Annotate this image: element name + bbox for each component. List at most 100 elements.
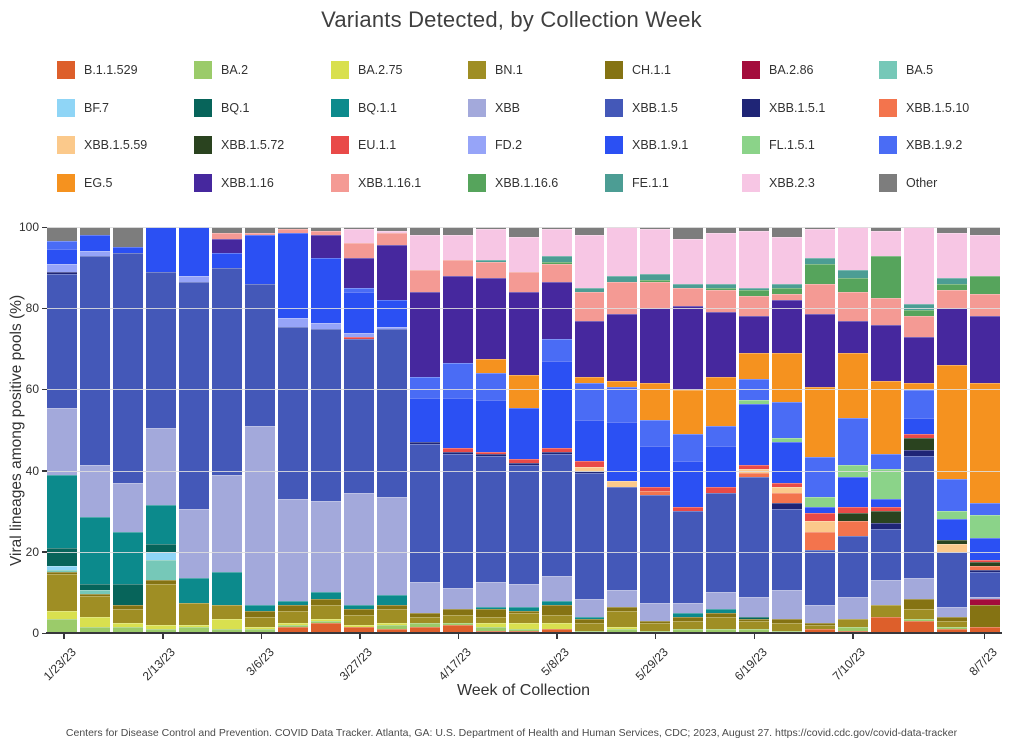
bar-segment[interactable] (904, 620, 935, 633)
bar-segment[interactable] (475, 452, 506, 455)
bar-segment[interactable] (47, 263, 77, 272)
bar-segment[interactable] (376, 628, 407, 633)
bar-segment[interactable] (310, 328, 341, 502)
bar-segment[interactable] (838, 464, 869, 477)
bar-segment[interactable] (376, 326, 407, 329)
bar-column[interactable] (112, 227, 143, 633)
bar-segment[interactable] (442, 275, 473, 364)
bar-segment[interactable] (904, 304, 935, 311)
bar-segment[interactable] (640, 490, 671, 496)
bar-segment[interactable] (739, 618, 770, 621)
bar-segment[interactable] (772, 590, 803, 619)
bar-segment[interactable] (838, 513, 869, 522)
bar-segment[interactable] (904, 618, 935, 621)
bar-segment[interactable] (838, 320, 869, 353)
bar-segment[interactable] (79, 464, 110, 518)
bar-segment[interactable] (937, 290, 968, 309)
bar-segment[interactable] (673, 511, 704, 603)
bar-segment[interactable] (409, 235, 440, 270)
bar-segment[interactable] (937, 365, 968, 479)
bar-segment[interactable] (871, 499, 902, 508)
bar-segment[interactable] (277, 318, 308, 327)
bar-segment[interactable] (937, 628, 968, 633)
bar-column[interactable] (574, 227, 605, 633)
bar-segment[interactable] (904, 608, 935, 619)
bar-segment[interactable] (607, 275, 638, 282)
bar-segment[interactable] (79, 517, 110, 585)
legend-item-xbb-1-9-2[interactable]: XBB.1.9.2 (879, 136, 1016, 154)
bar-column[interactable] (409, 227, 440, 633)
bar-segment[interactable] (904, 578, 935, 599)
bar-segment[interactable] (343, 336, 374, 339)
bar-segment[interactable] (475, 630, 506, 633)
bar-segment[interactable] (376, 245, 407, 301)
legend-item-xbb-1-16-1[interactable]: XBB.1.16.1 (331, 173, 468, 192)
bar-segment[interactable] (739, 476, 770, 597)
bar-segment[interactable] (739, 316, 770, 353)
bar-segment[interactable] (574, 377, 605, 384)
bar-segment[interactable] (178, 578, 209, 603)
bar-segment[interactable] (178, 626, 209, 633)
bar-segment[interactable] (805, 314, 836, 388)
bar-segment[interactable] (838, 417, 869, 465)
bar-segment[interactable] (574, 320, 605, 378)
bar-segment[interactable] (640, 279, 671, 282)
bar-segment[interactable] (244, 283, 275, 427)
legend-item-xbb-1-9-1[interactable]: XBB.1.9.1 (605, 136, 742, 154)
bar-segment[interactable] (145, 227, 176, 272)
bar-segment[interactable] (607, 626, 638, 629)
bar-segment[interactable] (805, 531, 836, 550)
bar-segment[interactable] (541, 600, 572, 605)
bar-segment[interactable] (739, 596, 770, 617)
bar-segment[interactable] (772, 442, 803, 483)
bar-segment[interactable] (706, 446, 737, 487)
bar-segment[interactable] (904, 434, 935, 439)
bar-segment[interactable] (706, 227, 737, 234)
bar-segment[interactable] (508, 271, 539, 293)
bar-segment[interactable] (706, 426, 737, 447)
bar-segment[interactable] (739, 464, 770, 469)
bar-segment[interactable] (574, 470, 605, 473)
bar-segment[interactable] (112, 482, 143, 532)
bar-segment[interactable] (145, 580, 176, 585)
bar-column[interactable] (607, 227, 638, 633)
bar-segment[interactable] (178, 509, 209, 579)
bar-segment[interactable] (937, 519, 968, 540)
bar-segment[interactable] (541, 604, 572, 615)
bar-segment[interactable] (805, 513, 836, 522)
bar-segment[interactable] (508, 622, 539, 629)
bar-segment[interactable] (442, 454, 473, 589)
bar-segment[interactable] (277, 499, 308, 601)
bar-segment[interactable] (277, 610, 308, 623)
bar-segment[interactable] (772, 486, 803, 494)
bar-segment[interactable] (277, 604, 308, 611)
bar-column[interactable] (508, 227, 539, 633)
bar-segment[interactable] (508, 584, 539, 607)
bar-segment[interactable] (343, 288, 374, 293)
bar-segment[interactable] (574, 292, 605, 321)
bar-segment[interactable] (343, 229, 374, 244)
bar-segment[interactable] (574, 288, 605, 293)
bar-segment[interactable] (79, 251, 110, 256)
bar-segment[interactable] (574, 616, 605, 619)
bar-segment[interactable] (47, 610, 77, 619)
bar-segment[interactable] (277, 233, 308, 319)
bar-segment[interactable] (541, 281, 572, 339)
bar-segment[interactable] (871, 231, 902, 256)
bar-segment[interactable] (343, 292, 374, 333)
bar-column[interactable] (838, 227, 869, 633)
bar-segment[interactable] (310, 604, 341, 619)
legend-item-eu-1-1[interactable]: EU.1.1 (331, 136, 468, 154)
legend-item-ba-2-75[interactable]: BA.2.75 (331, 61, 468, 79)
bar-segment[interactable] (673, 620, 704, 629)
bar-segment[interactable] (838, 535, 869, 597)
bar-segment[interactable] (805, 604, 836, 623)
bar-segment[interactable] (772, 630, 803, 633)
bar-segment[interactable] (706, 592, 737, 609)
bar-segment[interactable] (673, 434, 704, 461)
bar-segment[interactable] (640, 227, 671, 230)
bar-segment[interactable] (772, 618, 803, 623)
bar-segment[interactable] (475, 582, 506, 607)
bar-segment[interactable] (937, 277, 968, 284)
bar-segment[interactable] (706, 290, 737, 313)
